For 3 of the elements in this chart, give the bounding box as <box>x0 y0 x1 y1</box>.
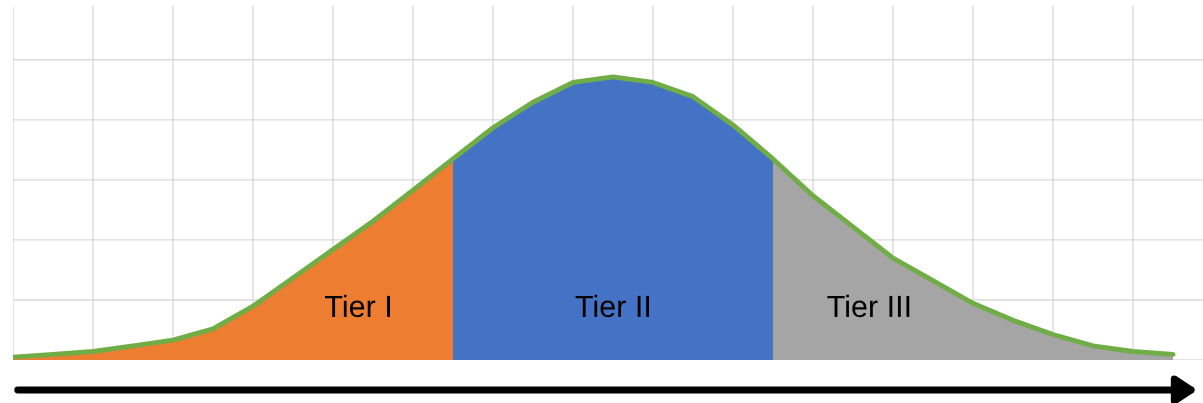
series-label: Tier III <box>827 294 910 318</box>
series-label: Tier II <box>575 294 650 318</box>
series-label: Tier I <box>325 294 390 318</box>
